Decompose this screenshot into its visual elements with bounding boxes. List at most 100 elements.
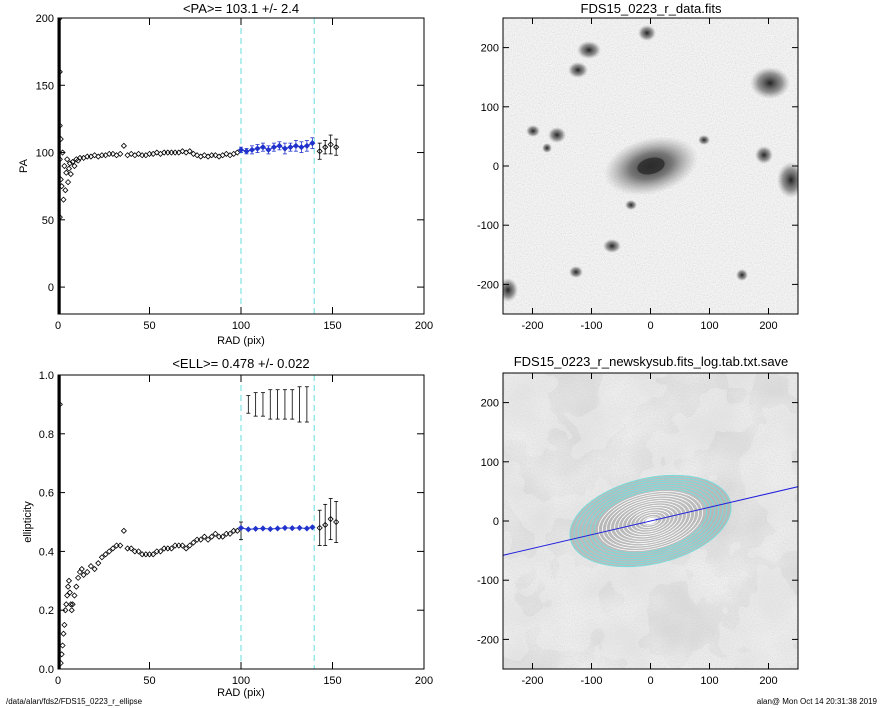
model-image-title: FDS15_0223_r_newskysub.fits_log.tab.txt.…: [514, 354, 789, 369]
ell-data-point-54: [204, 536, 212, 543]
footer-user-time: alan@ Mon Oct 14 20:31:38 2019: [756, 697, 877, 706]
ell-data-point-10: [65, 577, 73, 584]
pa-data-point-65: [234, 149, 241, 156]
ell-data-point-19: [78, 565, 85, 573]
pa-data-point-9: [60, 196, 67, 203]
pa-x-axis-label: RAD (pix): [217, 335, 265, 347]
ell-data-point-37: [142, 551, 149, 558]
data-image: [503, 18, 798, 314]
ell-data-point-53: [201, 533, 208, 540]
ell-data-point-1: [58, 660, 64, 667]
pa-x-tick-label-0: 0: [55, 320, 61, 332]
ell-data-point-51: [194, 536, 201, 543]
ell-x-axis-label: RAD (pix): [217, 687, 265, 699]
pa-fit-point-4: [259, 144, 267, 151]
pa-data-point-46: [164, 149, 171, 156]
pa-data-point-18: [69, 158, 76, 166]
ell-data-point-11: [66, 589, 73, 596]
pa-data-point-33: [117, 150, 124, 157]
model-image-axes: -200 -100 0 100 200 -200 -100 0 100 200: [477, 373, 798, 687]
ell-data-point-56: [212, 530, 219, 537]
data-image-axes: -200 -100 0 100 200 -200 -100 0 100 200: [477, 18, 798, 332]
ell-data-point-12: [67, 601, 74, 608]
pa-y-tick-label-0: 0: [48, 282, 54, 294]
data-image-x-tick-label-4: 200: [759, 320, 777, 332]
pa-data-point-50: [179, 148, 186, 155]
pa-data-point-15: [65, 165, 73, 172]
ell-data-point-4: [60, 630, 67, 637]
pa-fit-point-7: [276, 142, 283, 149]
pa-fit-point-5: [265, 146, 272, 153]
pa-data-point-69: [333, 144, 340, 151]
ell-x-tick-label-0: 0: [55, 675, 61, 687]
ell-data-point-14: [69, 601, 76, 608]
ell-data-point-8: [64, 592, 71, 599]
model-image-y-tick-label-2: 0: [493, 516, 499, 528]
data-image-x-tick-label-3: 100: [700, 320, 718, 332]
ell-data-point-64: [322, 521, 329, 529]
pa-data-point-36: [128, 150, 135, 157]
source-12: [625, 200, 637, 210]
ell-data-point-45: [172, 542, 179, 549]
data-image-panel: FDS15_0223_r_data.fits -200 -100 0 100 200-2…: [477, 1, 799, 332]
pa-data-point-12: [63, 169, 70, 176]
pa-data-point-10: [61, 162, 68, 170]
footer-path: /data/alan/fds2/FDS15_0223_r_ellipse: [6, 697, 143, 706]
pa-data-point-16: [66, 160, 73, 167]
ell-data-point-39: [150, 551, 157, 558]
ell-data-point-65: [327, 515, 334, 523]
pa-data-point-56: [201, 152, 208, 159]
source-7: [755, 146, 773, 164]
ell-fit-point-10: [309, 524, 316, 531]
source-2: [568, 62, 588, 78]
ell-data-point-13: [68, 607, 75, 614]
ell-data-point-27: [106, 548, 113, 555]
pa-data-point-52: [186, 148, 193, 155]
pa-fit-point-10: [292, 142, 299, 149]
ell-data-point-49: [186, 542, 193, 549]
ell-x-tick-label-3: 150: [323, 675, 341, 687]
ell-data-point-16: [73, 583, 80, 590]
ell-data-point-28: [109, 545, 116, 552]
pa-data-point-14: [64, 179, 72, 186]
ell-y-axis-label: ellipticity: [22, 501, 34, 543]
ell-data-point-32: [124, 545, 131, 552]
data-image-y-tick-label-3: 100: [481, 102, 499, 114]
ell-data-point-6: [62, 607, 69, 614]
ell-data-point-36: [139, 551, 146, 558]
pa-data-point-6: [58, 176, 64, 183]
data-image-x-tick-label-1: -100: [580, 320, 602, 332]
model-image-x-tick-label-2: 0: [647, 675, 653, 687]
ell-data-point-43: [164, 545, 171, 552]
pa-data-point-67: [322, 144, 329, 151]
ell-y-tick-label-4: 0.8: [39, 429, 54, 441]
pa-data-point-8: [59, 149, 66, 156]
ell-data-point-22: [87, 563, 95, 570]
model-image-y-tick-label-4: 200: [481, 398, 499, 410]
ell-fit-point-7: [289, 525, 296, 532]
ell-y-tick-label-2: 0.4: [39, 546, 54, 558]
pa-plot: [58, 18, 340, 314]
pa-data-point-62: [223, 150, 230, 157]
pa-x-tick-label-4: 200: [415, 320, 433, 332]
ell-data-point-7: [63, 601, 70, 608]
ell-data-point-41: [157, 548, 164, 555]
ell-data-point-17: [75, 574, 82, 581]
ell-data-point-42: [161, 545, 168, 552]
ell-data-point-46: [175, 542, 182, 549]
pa-data-point-68: [327, 141, 334, 148]
ell-data-point-52: [197, 536, 204, 543]
pa-data-point-59: [212, 152, 219, 159]
ell-data-point-5: [61, 621, 68, 628]
source-8: [777, 162, 798, 198]
pa-data-point-13: [64, 156, 71, 163]
ell-data-point-60: [226, 530, 234, 537]
ell-data-point-50: [190, 539, 197, 546]
ell-data-point-30: [117, 542, 124, 549]
source-11: [503, 278, 518, 302]
pa-y-axis-label: PA: [18, 158, 30, 173]
pa-data-point-66: [316, 148, 323, 155]
pa-y-tick-label-2: 100: [36, 148, 54, 160]
ell-fit-point-4: [267, 525, 274, 533]
ell-data-point-21: [84, 568, 91, 576]
